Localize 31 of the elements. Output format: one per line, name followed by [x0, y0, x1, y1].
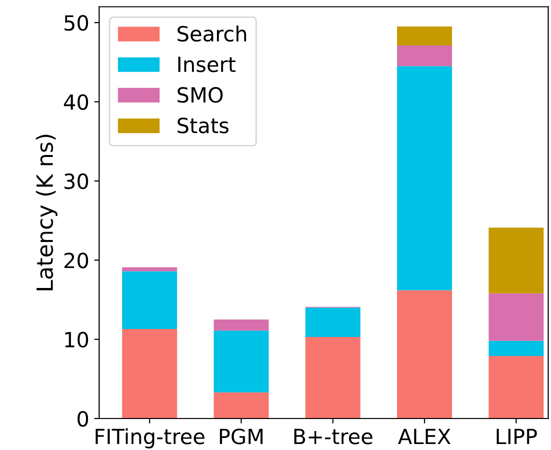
y-tick-label: 10: [65, 332, 88, 348]
y-tick-label: 20: [64, 252, 88, 268]
y-tick-label: 50: [64, 15, 88, 31]
bar: [214, 330, 269, 392]
bar: [305, 308, 360, 337]
bar: [122, 271, 178, 330]
x-tick-label: B+-tree: [294, 428, 372, 444]
y-tick-label: 0: [78, 410, 88, 427]
bar: [397, 66, 452, 290]
bar: [214, 320, 269, 331]
bar: [488, 293, 544, 341]
legend-label: Search: [178, 26, 246, 42]
y-tick-label: 30: [64, 173, 88, 190]
bar: [397, 290, 452, 418]
bar: [397, 26, 452, 46]
bar: [122, 329, 178, 418]
x-tick-label: ALEX: [398, 428, 451, 444]
legend-label: SMO: [178, 87, 223, 103]
x-tick-label: PGM: [220, 428, 263, 444]
y-tick-label: 40: [64, 94, 88, 110]
legend-label: Stats: [178, 118, 228, 134]
bar: [397, 46, 452, 66]
bar: [488, 340, 544, 356]
bar: [305, 336, 360, 418]
bar: [214, 392, 269, 418]
y-axis-title: Latency (K ns): [36, 134, 58, 290]
bar: [488, 356, 544, 418]
legend-label: Insert: [178, 56, 236, 72]
x-tick-label: FITing-tree: [96, 428, 204, 448]
x-tick-label: LIPP: [496, 428, 537, 444]
bar: [488, 228, 544, 294]
